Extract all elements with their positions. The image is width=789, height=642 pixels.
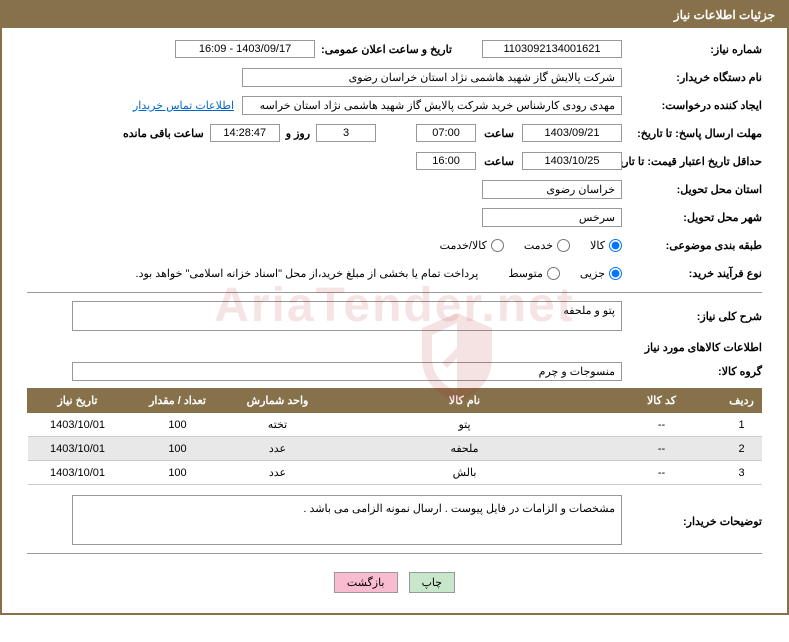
requester-field: مهدی رودی کارشناس خرید شرکت پالایش گاز ش…	[242, 96, 622, 115]
goods-section-title: اطلاعات کالاهای مورد نیاز	[27, 341, 762, 354]
panel-content: AriaTender.net شماره نیاز: 1103092134001…	[2, 28, 787, 613]
process-medium-radio[interactable]: متوسط	[508, 267, 560, 280]
process-minor-radio[interactable]: جزیی	[580, 267, 622, 280]
panel-header: جزئیات اطلاعات نیاز	[2, 2, 787, 28]
table-row: 2--ملحفهعدد1001403/10/01	[28, 437, 762, 461]
table-cell: --	[602, 461, 722, 485]
delivery-city-field: سرخس	[482, 208, 622, 227]
row-price-validity: حداقل تاریخ اعتبار قیمت: تا تاریخ: 1403/…	[27, 150, 762, 172]
row-delivery-province: استان محل تحویل: خراسان رضوی	[27, 178, 762, 200]
table-row: 1--پتوتخته1001403/10/01	[28, 413, 762, 437]
days-label: روز و	[280, 127, 316, 140]
table-cell: 100	[128, 413, 228, 437]
main-panel: جزئیات اطلاعات نیاز AriaTender.net شماره…	[0, 0, 789, 615]
announce-date-label: تاریخ و ساعت اعلان عمومی:	[315, 43, 452, 56]
watermark-shield-icon	[407, 308, 507, 408]
delivery-city-label: شهر محل تحویل:	[622, 211, 762, 224]
buyer-org-label: نام دستگاه خریدار:	[622, 71, 762, 84]
buyer-org-field: شرکت پالایش گاز شهید هاشمی نژاد استان خر…	[242, 68, 622, 87]
summary-field: پتو و ملحفه	[72, 301, 622, 331]
response-deadline-label: مهلت ارسال پاسخ: تا تاریخ:	[622, 127, 762, 140]
response-date-field: 1403/09/21	[522, 124, 622, 142]
table-cell: --	[602, 413, 722, 437]
category-service-radio[interactable]: خدمت	[524, 239, 570, 252]
table-header: واحد شمارش	[228, 389, 328, 413]
table-header: کد کالا	[602, 389, 722, 413]
response-time-field: 07:00	[416, 124, 476, 142]
table-cell: 3	[722, 461, 762, 485]
countdown-field: 14:28:47	[210, 124, 280, 142]
table-cell: 1	[722, 413, 762, 437]
table-cell: عدد	[228, 461, 328, 485]
row-buyer-notes: توضیحات خریدار: مشخصات و الزامات در فایل…	[27, 495, 762, 545]
category-radio-group: کالا خدمت کالا/خدمت	[440, 239, 622, 252]
goods-group-field: منسوجات و چرم	[72, 362, 622, 381]
goods-table: ردیفکد کالانام کالاواحد شمارشتعداد / مقد…	[27, 388, 762, 485]
back-button[interactable]: بازگشت	[334, 572, 398, 593]
buyer-notes-label: توضیحات خریدار:	[622, 495, 762, 528]
table-cell: 1403/10/01	[28, 437, 128, 461]
button-row: چاپ بازگشت	[27, 562, 762, 603]
need-number-label: شماره نیاز:	[622, 43, 762, 56]
row-need-number: شماره نیاز: 1103092134001621 تاریخ و ساع…	[27, 38, 762, 60]
row-requester: ایجاد کننده درخواست: مهدی رودی کارشناس خ…	[27, 94, 762, 116]
header-title: جزئیات اطلاعات نیاز	[674, 8, 775, 22]
row-delivery-city: شهر محل تحویل: سرخس	[27, 206, 762, 228]
row-goods-group: گروه کالا: منسوجات و چرم	[27, 360, 762, 382]
price-time-field: 16:00	[416, 152, 476, 170]
delivery-province-label: استان محل تحویل:	[622, 183, 762, 196]
contact-info-link[interactable]: اطلاعات تماس خریدار	[133, 99, 234, 112]
payment-note: پرداخت تمام یا بخشی از مبلغ خرید،‌از محل…	[136, 267, 479, 280]
table-cell: تخته	[228, 413, 328, 437]
goods-group-label: گروه کالا:	[622, 365, 762, 378]
divider-1	[27, 292, 762, 293]
row-response-deadline: مهلت ارسال پاسخ: تا تاریخ: 1403/09/21 سا…	[27, 122, 762, 144]
price-date-field: 1403/10/25	[522, 152, 622, 170]
row-summary: شرح کلی نیاز: پتو و ملحفه	[27, 301, 762, 331]
delivery-province-field: خراسان رضوی	[482, 180, 622, 199]
table-cell: ملحفه	[328, 437, 602, 461]
response-time-label: ساعت	[476, 127, 522, 140]
summary-label: شرح کلی نیاز:	[622, 310, 762, 323]
table-cell: 1403/10/01	[28, 461, 128, 485]
table-cell: 2	[722, 437, 762, 461]
table-cell: 100	[128, 437, 228, 461]
divider-2	[27, 553, 762, 554]
row-buyer-org: نام دستگاه خریدار: شرکت پالایش گاز شهید …	[27, 66, 762, 88]
table-cell: پتو	[328, 413, 602, 437]
table-header: تاریخ نیاز	[28, 389, 128, 413]
days-field: 3	[316, 124, 376, 142]
remaining-label: ساعت باقی مانده	[117, 127, 210, 140]
table-header: ردیف	[722, 389, 762, 413]
print-button[interactable]: چاپ	[409, 572, 456, 593]
row-category: طبقه بندی موضوعی: کالا خدمت کالا/خدمت	[27, 234, 762, 256]
table-cell: 1403/10/01	[28, 413, 128, 437]
buyer-notes-box: مشخصات و الزامات در فایل پیوست . ارسال ن…	[72, 495, 622, 545]
table-cell: عدد	[228, 437, 328, 461]
row-process: نوع فرآیند خرید: جزیی متوسط پرداخت تمام …	[27, 262, 762, 284]
category-both-radio[interactable]: کالا/خدمت	[440, 239, 504, 252]
table-cell: --	[602, 437, 722, 461]
category-label: طبقه بندی موضوعی:	[622, 239, 762, 252]
table-cell: بالش	[328, 461, 602, 485]
requester-label: ایجاد کننده درخواست:	[622, 99, 762, 112]
need-number-field: 1103092134001621	[482, 40, 622, 58]
table-header: تعداد / مقدار	[128, 389, 228, 413]
price-validity-label: حداقل تاریخ اعتبار قیمت: تا تاریخ:	[622, 155, 762, 168]
price-time-label: ساعت	[476, 155, 522, 168]
category-goods-radio[interactable]: کالا	[590, 239, 622, 252]
announce-date-field: 1403/09/17 - 16:09	[175, 40, 315, 58]
table-row: 3--بالشعدد1001403/10/01	[28, 461, 762, 485]
table-cell: 100	[128, 461, 228, 485]
process-label: نوع فرآیند خرید:	[622, 267, 762, 280]
process-radio-group: جزیی متوسط	[508, 267, 622, 280]
